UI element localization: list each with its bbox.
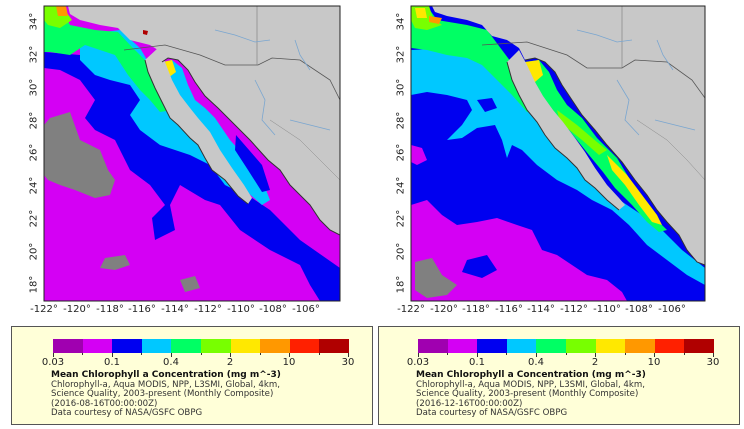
x-axis: -122° -120° -118° -116° -114° -112° -110…: [0, 303, 372, 317]
y-axis: 34° 32° 30° 28° 26° 24° 22° 20° 18°: [26, 0, 42, 305]
legend-line: Chlorophyll-a, Aqua MODIS, NPP, L3SMI, G…: [51, 379, 280, 390]
colorbar-label: 10: [647, 357, 661, 368]
legend-description: Mean Chlorophyll a Concentration (mg m^-…: [51, 370, 281, 419]
colorbar: [53, 339, 349, 353]
colorbar-label: 30: [706, 357, 720, 368]
y-tick-label: 26°: [28, 143, 40, 162]
colorbar-label: 2: [591, 357, 599, 368]
legend-line: Science Quality, 2003-present (Monthly C…: [416, 389, 639, 400]
legend-title: Mean Chlorophyll a Concentration (mg m^-…: [416, 370, 646, 380]
x-tick-label: -116°: [128, 304, 156, 315]
colorbar-segment: [112, 339, 142, 353]
y-tick-label: 28°: [395, 111, 407, 130]
colorbar-segment: [654, 339, 685, 353]
chlorophyll-map-december: -122° -120° -118° -116° -114° -112° -110…: [367, 0, 739, 322]
legend-description: Mean Chlorophyll a Concentration (mg m^-…: [416, 370, 646, 419]
x-tick-label: -114°: [527, 304, 555, 315]
x-tick-label: -120°: [430, 304, 458, 315]
colorbar-segment: [684, 339, 714, 353]
y-axis: 34° 32° 30° 28° 26° 24° 22° 20° 18°: [393, 0, 409, 305]
colorbar-label: 2: [226, 357, 234, 368]
colorbar-segment: [82, 339, 113, 353]
colorbar-label: 0.1: [104, 357, 120, 368]
y-tick-label: 20°: [28, 242, 40, 261]
y-tick-label: 18°: [28, 275, 40, 294]
colorbar-label: 0.1: [469, 357, 485, 368]
y-tick-label: 24°: [395, 176, 407, 195]
legend-line: Chlorophyll-a, Aqua MODIS, NPP, L3SMI, G…: [416, 379, 645, 390]
colorbar-label: 0.4: [163, 357, 179, 368]
chlorophyll-map-august: -122° -120° -118° -116° -114° -112° -110…: [0, 0, 372, 322]
y-tick-label: 26°: [395, 143, 407, 162]
x-tick-label: -112°: [194, 304, 222, 315]
x-tick-label: -116°: [495, 304, 523, 315]
legend-december: 0.03 0.1 0.4 2 10 30 Mean Chlorophyll a …: [378, 326, 740, 425]
x-axis: -122° -120° -118° -116° -114° -112° -110…: [367, 303, 739, 317]
x-tick-label: -114°: [161, 304, 189, 315]
x-tick-label: -120°: [63, 304, 91, 315]
colorbar-label: 30: [341, 357, 355, 368]
x-tick-label: -108°: [259, 304, 287, 315]
colorbar-ticks: [418, 353, 714, 357]
colorbar-segment: [171, 339, 201, 353]
y-tick-label: 28°: [28, 111, 40, 130]
x-tick-label: -122°: [30, 304, 58, 315]
y-tick-label: 34°: [28, 12, 40, 31]
colorbar-segment: [506, 339, 537, 353]
legend-line: Science Quality, 2003-present (Monthly C…: [51, 389, 274, 400]
y-tick-label: 30°: [395, 78, 407, 97]
y-tick-label: 24°: [28, 176, 40, 195]
x-tick-label: -118°: [462, 304, 490, 315]
legend-title: Mean Chlorophyll a Concentration (mg m^-…: [51, 370, 281, 380]
colorbar-label: 0.4: [528, 357, 544, 368]
y-tick-label: 34°: [395, 12, 407, 31]
colorbar-segment: [319, 339, 349, 353]
legend-date: (2016-08-16T00:00:00Z): [51, 398, 158, 409]
x-tick-label: -106°: [658, 304, 686, 315]
colorbar-labels: 0.03 0.1 0.4 2 10 30: [407, 357, 720, 369]
x-tick-label: -118°: [96, 304, 124, 315]
x-tick-label: -106°: [292, 304, 320, 315]
y-tick-label: 18°: [395, 275, 407, 294]
map-aug-canvas: [43, 5, 341, 302]
colorbar-label: 0.03: [41, 357, 65, 368]
y-tick-label: 30°: [28, 78, 40, 97]
x-tick-label: -112°: [560, 304, 588, 315]
legend-august: 0.03 0.1 0.4 2 10 30 Mean Chlorophyll a …: [11, 326, 373, 425]
colorbar-segment: [230, 339, 261, 353]
colorbar-segment: [625, 339, 655, 353]
colorbar-segment: [200, 339, 231, 353]
map-dec-canvas: [410, 5, 706, 302]
colorbar-segment: [565, 339, 596, 353]
colorbar-segment: [477, 339, 507, 353]
y-tick-label: 22°: [395, 209, 407, 228]
colorbar-segment: [447, 339, 478, 353]
colorbar-label: 10: [282, 357, 296, 368]
colorbar-label: 0.03: [406, 357, 430, 368]
colorbar-segment: [595, 339, 626, 353]
colorbar-labels: 0.03 0.1 0.4 2 10 30: [42, 357, 355, 369]
x-tick-label: -110°: [593, 304, 621, 315]
colorbar: [418, 339, 714, 353]
legend-credit: Data courtesy of NASA/GSFC OBPG: [416, 408, 568, 419]
colorbar-ticks: [53, 353, 349, 357]
y-tick-label: 32°: [28, 45, 40, 64]
y-tick-label: 22°: [28, 209, 40, 228]
legend-date: (2016-12-16T00:00:00Z): [416, 398, 523, 409]
colorbar-segment: [141, 339, 172, 353]
colorbar-segment: [53, 339, 83, 353]
colorbar-segment: [536, 339, 566, 353]
x-tick-label: -110°: [227, 304, 255, 315]
legend-credit: Data courtesy of NASA/GSFC OBPG: [51, 408, 203, 419]
colorbar-segment: [289, 339, 320, 353]
x-tick-label: -122°: [397, 304, 425, 315]
x-tick-label: -108°: [625, 304, 653, 315]
y-tick-label: 32°: [395, 45, 407, 64]
y-tick-label: 20°: [395, 242, 407, 261]
colorbar-segment: [418, 339, 448, 353]
colorbar-segment: [260, 339, 290, 353]
